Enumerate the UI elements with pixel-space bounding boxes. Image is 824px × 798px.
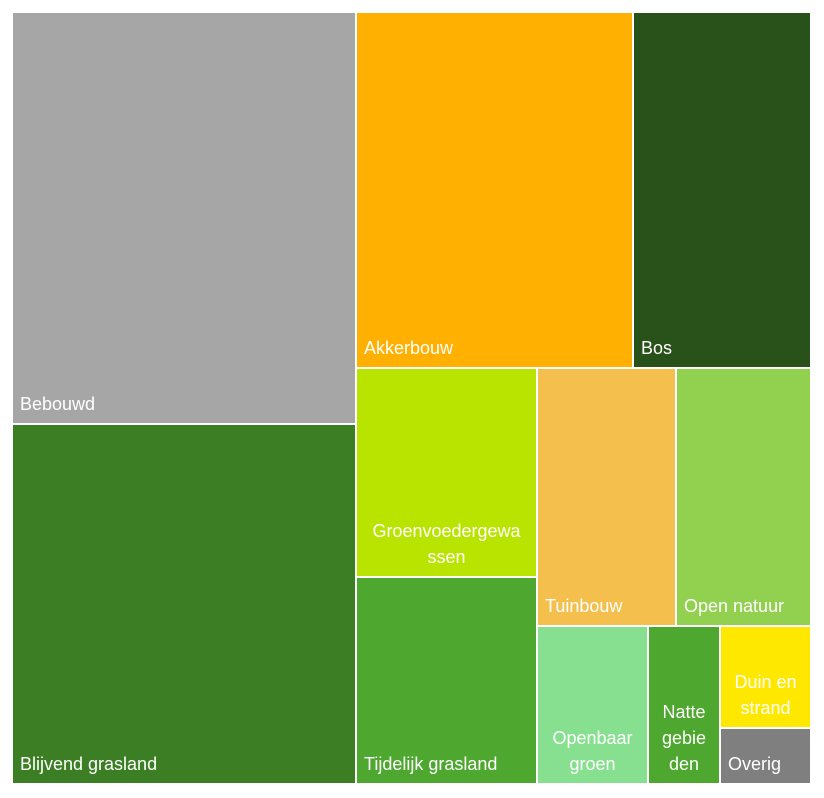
treemap-label-line: groen xyxy=(569,754,616,774)
treemap-tile-tijdelijk-grasland: Tijdelijk grasland xyxy=(357,578,536,783)
treemap-tile-label: Open natuur xyxy=(684,593,803,619)
treemap-label-line: Open natuur xyxy=(684,596,785,616)
treemap-tile-bebouwd: Bebouwd xyxy=(13,13,355,423)
treemap-tile-overig: Overig xyxy=(721,729,810,783)
treemap-label-line: Openbaar xyxy=(552,728,633,748)
treemap-tile-label: Blijvend grasland xyxy=(20,751,348,777)
treemap-tile-blijvend-grasland: Blijvend grasland xyxy=(13,425,355,783)
treemap-tile-openbaar-groen: Openbaar groen xyxy=(538,627,647,783)
treemap-label-line: Bebouwd xyxy=(20,394,96,414)
treemap-tile-bos: Bos xyxy=(634,13,810,367)
treemap-label-line: Tuinbouw xyxy=(545,596,623,616)
treemap-tile-label: Openbaar groen xyxy=(540,725,645,777)
treemap-tile-label: Akkerbouw xyxy=(364,335,625,361)
treemap-tile-label: Bos xyxy=(641,335,803,361)
treemap-label-line: Tijdelijk grasland xyxy=(364,754,498,774)
treemap-tile-label: Bebouwd xyxy=(20,391,348,417)
treemap-tile-open-natuur: Open natuur xyxy=(677,369,810,625)
treemap-label-line: strand xyxy=(740,698,791,718)
treemap-tile-label: Overig xyxy=(728,751,803,777)
treemap-label-line: Overig xyxy=(728,754,782,774)
treemap-label-line: Akkerbouw xyxy=(364,338,454,358)
treemap-label-line: Natte xyxy=(662,702,706,722)
treemap-tile-label: Natte gebie den xyxy=(651,699,717,777)
treemap-tile-label: Groenvoedergewa ssen xyxy=(359,518,534,570)
treemap-tile-label: Tijdelijk grasland xyxy=(364,751,529,777)
treemap-label-line: den xyxy=(668,754,700,774)
treemap-label-line: Bos xyxy=(641,338,673,358)
treemap-label-line: Groenvoedergewa xyxy=(372,521,521,541)
treemap-tile-natte-gebieden: Natte gebie den xyxy=(649,627,719,783)
treemap-label-line: ssen xyxy=(427,547,466,567)
treemap-tile-duin-en-strand: Duin en strand xyxy=(721,627,810,727)
treemap-label-line: Duin en xyxy=(734,672,797,692)
treemap-tile-tuinbouw: Tuinbouw xyxy=(538,369,675,625)
treemap-tile-akkerbouw: Akkerbouw xyxy=(357,13,632,367)
treemap-tile-label: Duin en strand xyxy=(723,669,808,721)
treemap-label-line: gebie xyxy=(661,728,707,748)
treemap-tile-label: Tuinbouw xyxy=(545,593,668,619)
treemap-label-line: Blijvend grasland xyxy=(20,754,158,774)
treemap-tile-groenvoedergewassen: Groenvoedergewa ssen xyxy=(357,369,536,576)
